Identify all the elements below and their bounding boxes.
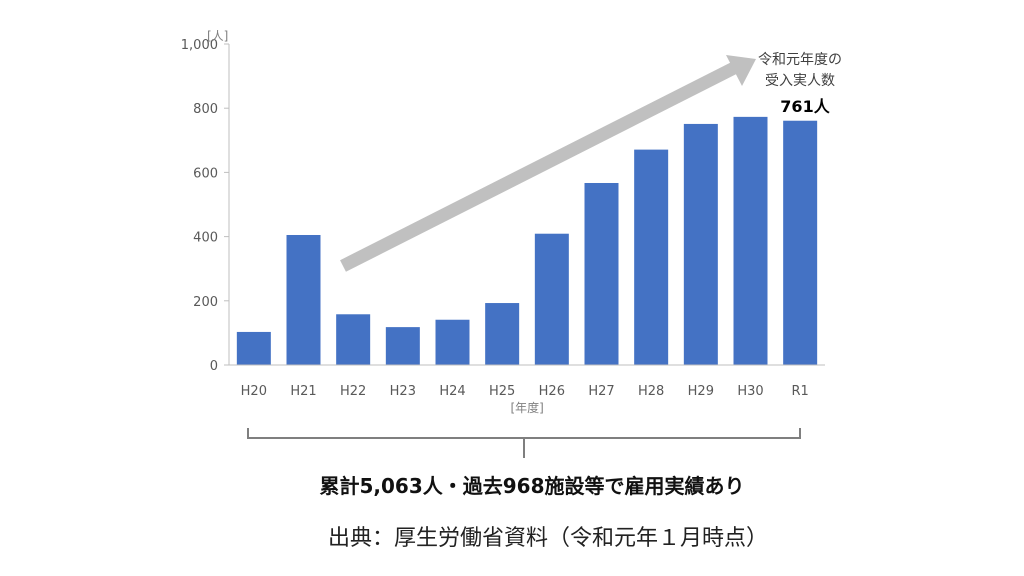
y-tick-label: 400	[193, 231, 218, 246]
bars	[236, 116, 818, 366]
x-tick-label: H26	[539, 384, 565, 399]
trend-arrow-head	[726, 55, 756, 86]
x-tick-label: H23	[390, 384, 416, 399]
latest-value-label: 761人	[780, 97, 830, 116]
y-tick-label: 600	[193, 166, 218, 181]
x-axis-unit-label: [年度]	[510, 400, 543, 415]
bar-H26	[534, 233, 569, 365]
x-tick-label: H24	[439, 384, 465, 399]
x-tick-label: H27	[588, 384, 614, 399]
x-axis: H20 H21 H22 H23 H24 H25 H26 H27 H28 H29 H30 R1	[229, 364, 825, 399]
bar-H29	[683, 123, 718, 365]
bar-H22	[336, 314, 371, 365]
x-tick-label: H29	[688, 384, 714, 399]
bar-H28	[634, 149, 669, 365]
x-tick-label: H22	[340, 384, 366, 399]
trend-arrow-shaft	[340, 61, 739, 272]
summary-text: 累計5,063人・過去968施設等で雇用実績あり	[319, 474, 744, 498]
bar-R1	[783, 120, 818, 366]
annotation-line-2: 受入実人数	[765, 73, 835, 89]
x-tick-label: H21	[290, 384, 316, 399]
y-axis: 0 200 400 600 800 1,000	[181, 38, 230, 374]
y-tick-label: 800	[193, 102, 218, 117]
x-tick-label: H20	[241, 384, 267, 399]
y-axis-unit-label: [人]	[207, 29, 228, 43]
bar-H24	[435, 319, 470, 365]
x-tick-label: R1	[792, 384, 809, 399]
bar-H25	[485, 303, 520, 365]
source-text: 出典：厚生労働省資料（令和元年１月時点）	[328, 526, 768, 551]
y-tick-label: 1,000	[181, 38, 218, 53]
bar-H23	[385, 327, 420, 365]
range-brace	[247, 428, 801, 458]
x-tick-label: H30	[737, 384, 763, 399]
bar-H21	[286, 234, 321, 365]
bar-H30	[733, 116, 768, 365]
x-tick-label: H28	[638, 384, 664, 399]
trend-arrow	[340, 55, 756, 272]
y-tick-label: 0	[210, 359, 218, 374]
y-tick-label: 200	[193, 295, 218, 310]
bar-H20	[236, 331, 271, 365]
bar-H27	[584, 182, 619, 365]
annotation-line-1: 令和元年度の	[758, 52, 842, 68]
x-tick-label: H25	[489, 384, 515, 399]
